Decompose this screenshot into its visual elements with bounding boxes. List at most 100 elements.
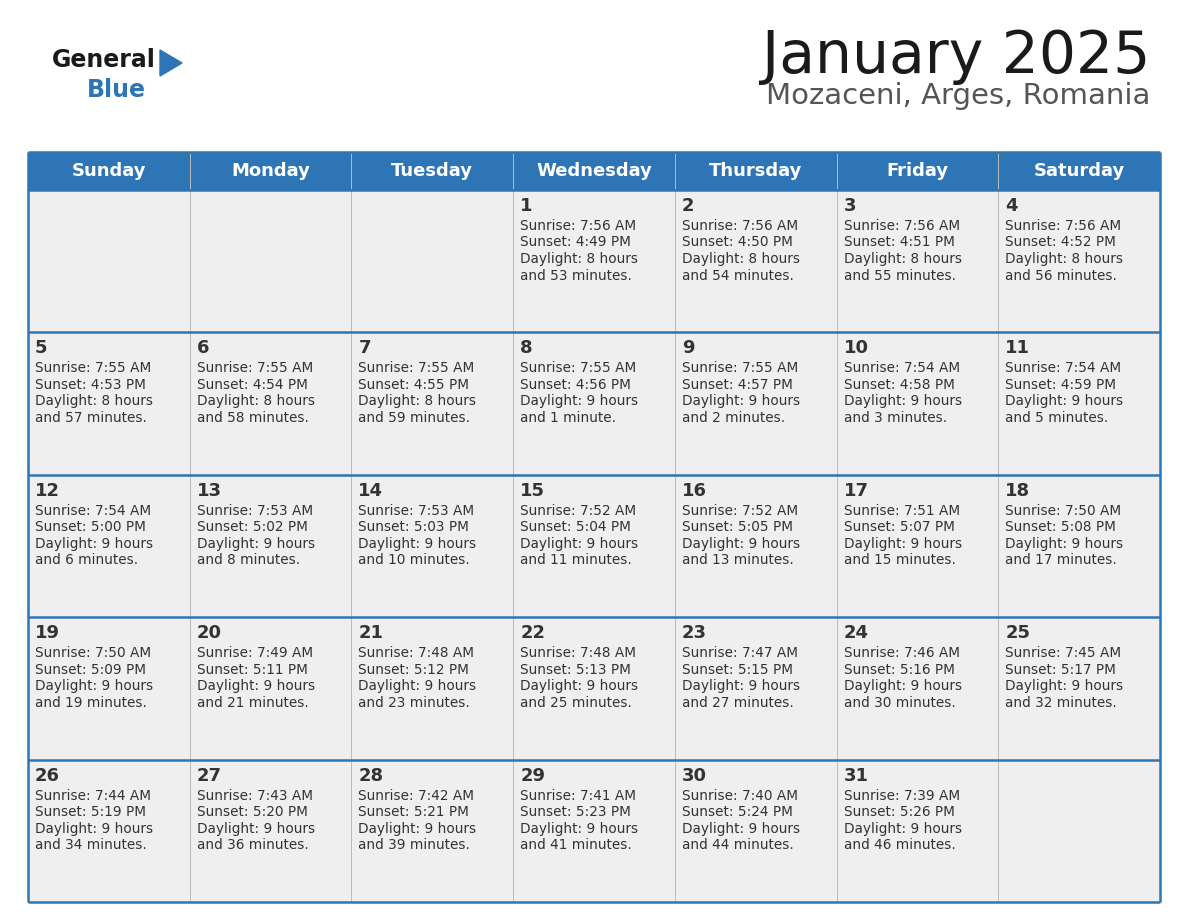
Text: Sunset: 5:07 PM: Sunset: 5:07 PM [843,521,954,534]
Text: Sunset: 5:13 PM: Sunset: 5:13 PM [520,663,631,677]
Text: Sunrise: 7:48 AM: Sunrise: 7:48 AM [520,646,636,660]
Text: 14: 14 [359,482,384,499]
Text: 3: 3 [843,197,857,215]
Text: Daylight: 9 hours: Daylight: 9 hours [682,822,800,835]
Text: Sunrise: 7:56 AM: Sunrise: 7:56 AM [1005,219,1121,233]
Text: Sunrise: 7:47 AM: Sunrise: 7:47 AM [682,646,798,660]
Text: Sunrise: 7:51 AM: Sunrise: 7:51 AM [843,504,960,518]
Text: and 13 minutes.: and 13 minutes. [682,554,794,567]
Text: 2: 2 [682,197,694,215]
Text: and 46 minutes.: and 46 minutes. [843,838,955,852]
Text: Sunrise: 7:55 AM: Sunrise: 7:55 AM [682,362,798,375]
Text: Sunrise: 7:52 AM: Sunrise: 7:52 AM [682,504,798,518]
Text: Daylight: 9 hours: Daylight: 9 hours [1005,395,1124,409]
Text: 21: 21 [359,624,384,643]
Text: Sunrise: 7:46 AM: Sunrise: 7:46 AM [843,646,960,660]
Text: and 5 minutes.: and 5 minutes. [1005,411,1108,425]
Text: 18: 18 [1005,482,1030,499]
Text: Sunrise: 7:48 AM: Sunrise: 7:48 AM [359,646,474,660]
Text: 23: 23 [682,624,707,643]
Text: Sunset: 4:54 PM: Sunset: 4:54 PM [197,378,308,392]
Text: 13: 13 [197,482,222,499]
Text: 29: 29 [520,767,545,785]
Text: Mozaceni, Arges, Romania: Mozaceni, Arges, Romania [765,82,1150,110]
Text: Sunset: 4:55 PM: Sunset: 4:55 PM [359,378,469,392]
Text: Sunset: 5:26 PM: Sunset: 5:26 PM [843,805,954,819]
Text: Daylight: 9 hours: Daylight: 9 hours [843,395,962,409]
Text: Daylight: 8 hours: Daylight: 8 hours [682,252,800,266]
Text: Sunrise: 7:52 AM: Sunrise: 7:52 AM [520,504,637,518]
Text: Daylight: 9 hours: Daylight: 9 hours [359,537,476,551]
Text: and 30 minutes.: and 30 minutes. [843,696,955,710]
Text: Daylight: 9 hours: Daylight: 9 hours [359,679,476,693]
Polygon shape [160,50,182,76]
Text: Daylight: 9 hours: Daylight: 9 hours [1005,537,1124,551]
Text: 31: 31 [843,767,868,785]
Text: Sunset: 5:03 PM: Sunset: 5:03 PM [359,521,469,534]
Text: Daylight: 9 hours: Daylight: 9 hours [520,822,638,835]
Text: Daylight: 9 hours: Daylight: 9 hours [843,679,962,693]
Text: 24: 24 [843,624,868,643]
Text: Sunset: 5:05 PM: Sunset: 5:05 PM [682,521,792,534]
Text: and 23 minutes.: and 23 minutes. [359,696,470,710]
Text: Daylight: 9 hours: Daylight: 9 hours [843,537,962,551]
Text: Sunrise: 7:54 AM: Sunrise: 7:54 AM [1005,362,1121,375]
Text: and 44 minutes.: and 44 minutes. [682,838,794,852]
Text: January 2025: January 2025 [762,28,1150,85]
Text: Daylight: 9 hours: Daylight: 9 hours [1005,679,1124,693]
Text: Sunset: 4:51 PM: Sunset: 4:51 PM [843,236,954,250]
Text: Daylight: 9 hours: Daylight: 9 hours [682,395,800,409]
Text: 12: 12 [34,482,61,499]
Text: Wednesday: Wednesday [536,162,652,180]
Bar [29,759,1159,902]
Text: Daylight: 9 hours: Daylight: 9 hours [197,822,315,835]
Text: 17: 17 [843,482,868,499]
Text: Daylight: 9 hours: Daylight: 9 hours [520,537,638,551]
Text: Sunrise: 7:56 AM: Sunrise: 7:56 AM [682,219,798,233]
Text: Sunset: 5:19 PM: Sunset: 5:19 PM [34,805,146,819]
Text: Sunset: 5:04 PM: Sunset: 5:04 PM [520,521,631,534]
Text: 22: 22 [520,624,545,643]
Text: 10: 10 [843,340,868,357]
Text: Daylight: 9 hours: Daylight: 9 hours [520,395,638,409]
Text: Friday: Friday [886,162,948,180]
Text: and 8 minutes.: and 8 minutes. [197,554,299,567]
Text: Daylight: 9 hours: Daylight: 9 hours [843,822,962,835]
Text: 26: 26 [34,767,61,785]
Text: Sunset: 5:16 PM: Sunset: 5:16 PM [843,663,954,677]
Text: and 17 minutes.: and 17 minutes. [1005,554,1117,567]
Text: Sunrise: 7:53 AM: Sunrise: 7:53 AM [197,504,312,518]
Text: Daylight: 9 hours: Daylight: 9 hours [520,679,638,693]
Text: Sunset: 4:53 PM: Sunset: 4:53 PM [34,378,146,392]
Text: Daylight: 8 hours: Daylight: 8 hours [1005,252,1124,266]
Bar [29,152,1159,190]
Text: Sunrise: 7:40 AM: Sunrise: 7:40 AM [682,789,798,802]
Text: Sunrise: 7:44 AM: Sunrise: 7:44 AM [34,789,151,802]
Text: and 21 minutes.: and 21 minutes. [197,696,309,710]
Text: 9: 9 [682,340,694,357]
Text: Sunset: 4:56 PM: Sunset: 4:56 PM [520,378,631,392]
Text: and 39 minutes.: and 39 minutes. [359,838,470,852]
Text: Sunset: 5:23 PM: Sunset: 5:23 PM [520,805,631,819]
Text: Daylight: 9 hours: Daylight: 9 hours [197,537,315,551]
Text: Sunrise: 7:56 AM: Sunrise: 7:56 AM [520,219,637,233]
Text: and 56 minutes.: and 56 minutes. [1005,268,1117,283]
Text: Monday: Monday [232,162,310,180]
Text: and 1 minute.: and 1 minute. [520,411,617,425]
Text: Sunset: 4:57 PM: Sunset: 4:57 PM [682,378,792,392]
Text: 4: 4 [1005,197,1018,215]
Text: Tuesday: Tuesday [391,162,473,180]
Text: and 54 minutes.: and 54 minutes. [682,268,794,283]
Text: Sunrise: 7:55 AM: Sunrise: 7:55 AM [359,362,475,375]
Text: Sunset: 5:00 PM: Sunset: 5:00 PM [34,521,146,534]
Text: Sunrise: 7:49 AM: Sunrise: 7:49 AM [197,646,312,660]
Text: Sunset: 4:58 PM: Sunset: 4:58 PM [843,378,954,392]
Text: Sunrise: 7:54 AM: Sunrise: 7:54 AM [843,362,960,375]
Text: Sunrise: 7:39 AM: Sunrise: 7:39 AM [843,789,960,802]
Text: 30: 30 [682,767,707,785]
Text: and 53 minutes.: and 53 minutes. [520,268,632,283]
Text: Daylight: 9 hours: Daylight: 9 hours [682,537,800,551]
Text: and 6 minutes.: and 6 minutes. [34,554,138,567]
Text: Daylight: 8 hours: Daylight: 8 hours [520,252,638,266]
Text: Sunrise: 7:41 AM: Sunrise: 7:41 AM [520,789,636,802]
